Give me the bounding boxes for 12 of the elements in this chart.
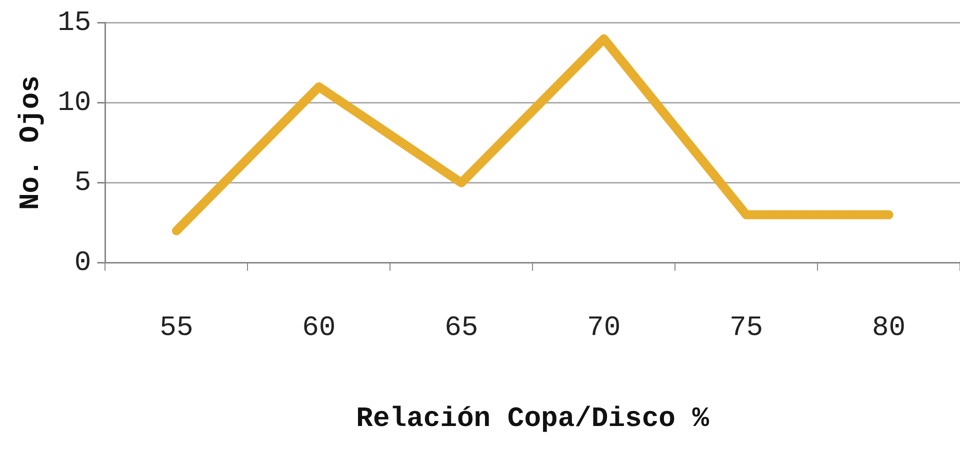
y-tick-label: 10 [58, 88, 92, 120]
y-tick-label: 5 [74, 168, 92, 200]
y-tick-label: 0 [74, 248, 92, 280]
x-tick-label: 70 [587, 313, 621, 344]
x-tick-label: 65 [444, 313, 478, 344]
x-tick-label: 80 [872, 313, 906, 344]
y-tick-label: 15 [58, 8, 92, 40]
x-tick-label: 75 [729, 313, 764, 344]
x-tick-label: 60 [302, 313, 336, 344]
x-axis-title: Relación Copa/Disco % [356, 404, 710, 436]
y-axis-title: No. Ojos [16, 76, 47, 210]
x-tick-label: 55 [160, 313, 194, 344]
